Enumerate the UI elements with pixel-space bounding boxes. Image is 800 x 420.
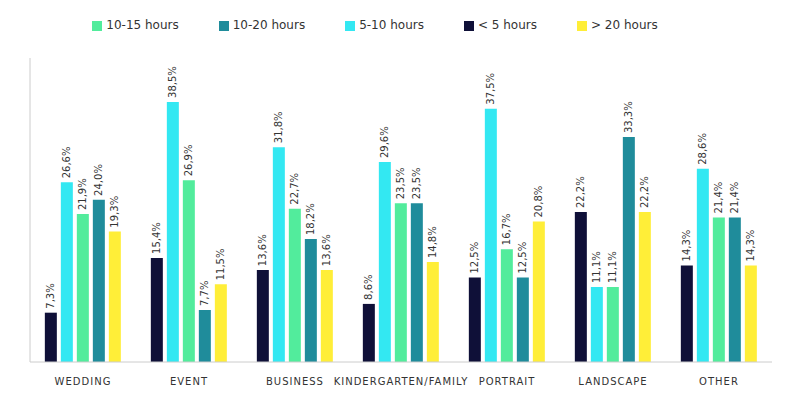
svg-text:37,5%: 37,5%: [485, 73, 496, 105]
svg-text:KINDERGARTEN/FAMILY: KINDERGARTEN/FAMILY: [334, 376, 469, 387]
svg-text:24,0%: 24,0%: [93, 164, 104, 196]
svg-text:26,6%: 26,6%: [61, 147, 72, 179]
html-text:10-15 hours: 10-15 hours: [106, 18, 179, 32]
svg-text:15,4%: 15,4%: [151, 222, 162, 254]
svg-text:21,4%: 21,4%: [713, 182, 724, 214]
svg-text:11,1%: 11,1%: [607, 251, 618, 283]
html-text:< 5 hours: < 5 hours: [477, 18, 537, 32]
svg-text:23,5%: 23,5%: [411, 167, 422, 199]
svg-text:14,8%: 14,8%: [427, 226, 438, 258]
svg-text:33,3%: 33,3%: [623, 101, 634, 133]
svg-text:29,6%: 29,6%: [379, 126, 390, 158]
svg-text:12,5%: 12,5%: [517, 242, 528, 274]
svg-text:7,7%: 7,7%: [199, 281, 210, 306]
svg-text:OTHER: OTHER: [699, 376, 739, 387]
svg-text:26,9%: 26,9%: [183, 144, 194, 176]
svg-text:13,6%: 13,6%: [321, 234, 332, 266]
svg-text:13,6%: 13,6%: [257, 234, 268, 266]
svg-text:38,5%: 38,5%: [167, 66, 178, 98]
svg-text:21,4%: 21,4%: [729, 182, 740, 214]
html-text:> 20 hours: > 20 hours: [591, 18, 658, 32]
svg-text:20,8%: 20,8%: [533, 186, 544, 218]
svg-text:22,7%: 22,7%: [289, 173, 300, 205]
svg-text:14,3%: 14,3%: [681, 230, 692, 262]
svg-text:18,2%: 18,2%: [305, 203, 316, 235]
html-text:10-20 hours: 10-20 hours: [232, 18, 306, 32]
svg-text:11,1%: 11,1%: [591, 251, 602, 283]
svg-text:23,5%: 23,5%: [395, 167, 406, 199]
svg-text:12,5%: 12,5%: [469, 242, 480, 274]
svg-text:EVENT: EVENT: [170, 376, 208, 387]
svg-text:8,6%: 8,6%: [363, 274, 374, 299]
svg-text:22,2%: 22,2%: [575, 176, 586, 208]
svg-text:11,5%: 11,5%: [215, 249, 226, 281]
svg-text:WEDDING: WEDDING: [55, 376, 112, 387]
svg-text:19,3%: 19,3%: [109, 196, 120, 228]
svg-text:14,3%: 14,3%: [745, 230, 756, 262]
svg-text:28,6%: 28,6%: [697, 133, 708, 165]
svg-text:PORTRAIT: PORTRAIT: [479, 376, 536, 387]
svg-text:21,9%: 21,9%: [77, 178, 88, 210]
html-text:5-10 hours: 5-10 hours: [359, 18, 424, 32]
svg-text:22,2%: 22,2%: [639, 176, 650, 208]
svg-text:7,3%: 7,3%: [45, 283, 56, 308]
svg-text:BUSINESS: BUSINESS: [266, 376, 324, 387]
svg-text:LANDSCAPE: LANDSCAPE: [578, 376, 647, 387]
svg-text:16,7%: 16,7%: [501, 213, 512, 245]
svg-text:31,8%: 31,8%: [273, 111, 284, 143]
